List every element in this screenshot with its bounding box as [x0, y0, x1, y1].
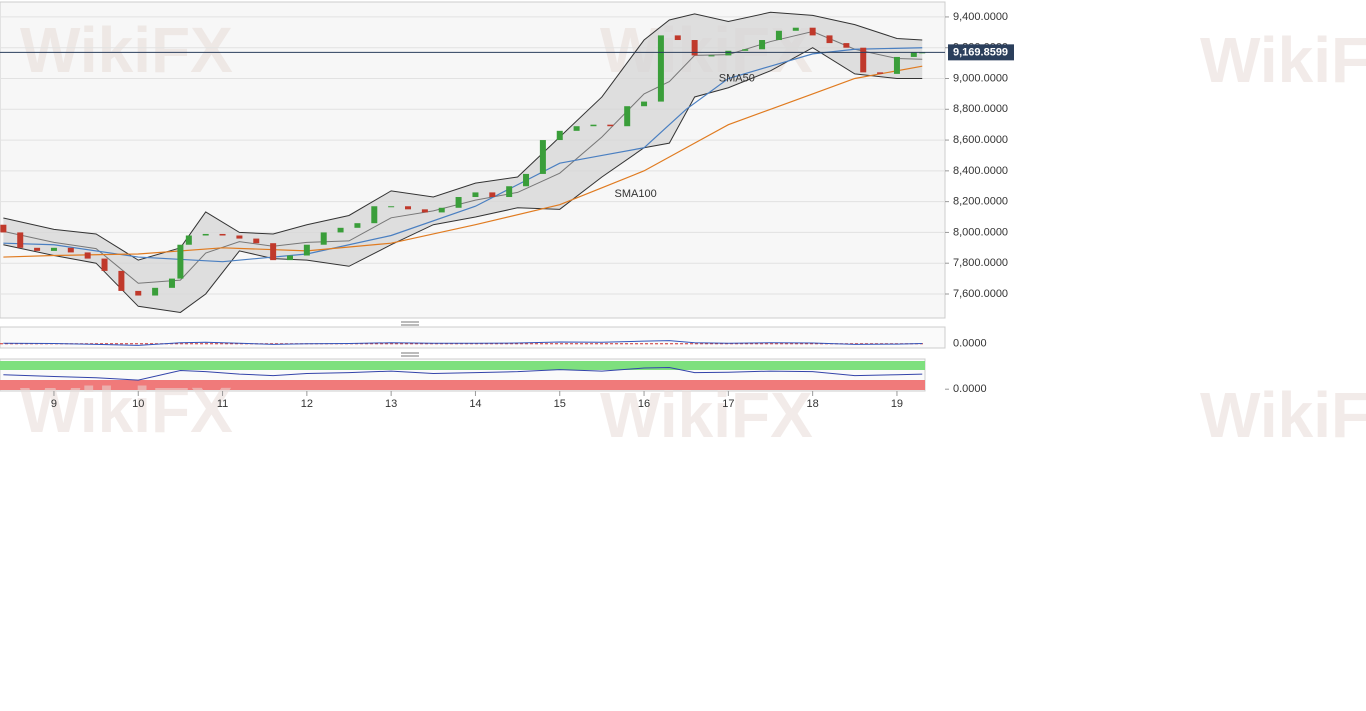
candle	[371, 206, 378, 224]
candle	[320, 232, 327, 245]
candle	[539, 140, 546, 174]
y-tick-label: 9,000.0000	[953, 72, 1008, 84]
osc-tick-label: 0.0000	[953, 383, 987, 395]
watermark: WikiFX	[20, 14, 233, 86]
candle	[860, 47, 867, 73]
candle	[826, 35, 833, 44]
x-tick-label: 16	[638, 398, 650, 410]
y-tick-label: 8,400.0000	[953, 165, 1008, 177]
watermark: WikiFX	[1200, 379, 1366, 451]
candle	[455, 197, 462, 208]
candle	[118, 270, 125, 291]
y-tick-label: 7,600.0000	[953, 288, 1008, 300]
y-tick-label: 8,200.0000	[953, 196, 1008, 208]
current-price-box	[948, 44, 1014, 61]
candle	[691, 40, 698, 56]
candle	[775, 30, 782, 41]
candle	[286, 255, 293, 261]
candle	[303, 244, 310, 256]
candle	[792, 27, 799, 31]
watermarks: WikiFX WikiFX WikiFX WikiFX WikiFX WikiF…	[20, 14, 1366, 451]
candle	[219, 233, 226, 236]
candle	[67, 247, 74, 253]
x-tick-label: 13	[385, 398, 397, 410]
band-middle	[3, 31, 923, 284]
candle	[337, 227, 344, 233]
candle	[607, 124, 614, 127]
candle	[877, 72, 884, 74]
candle	[590, 124, 597, 127]
watermark: WikiFX	[1200, 24, 1366, 96]
candle	[506, 186, 513, 198]
candle	[641, 101, 648, 107]
splitter[interactable]	[401, 321, 419, 326]
candle	[556, 130, 563, 141]
candle	[708, 55, 715, 57]
candle	[236, 235, 243, 239]
band-lower	[3, 47, 923, 313]
candle	[472, 192, 479, 198]
candle	[177, 244, 184, 279]
current-price-label: 9,169.8599	[953, 46, 1008, 58]
x-tick-label: 19	[891, 398, 903, 410]
candle	[50, 247, 57, 251]
candle	[135, 290, 142, 296]
candle	[573, 126, 580, 131]
candle	[270, 243, 277, 261]
y-tick-label: 8,800.0000	[953, 103, 1008, 115]
candle	[84, 252, 91, 259]
candle	[438, 207, 445, 213]
candle	[354, 223, 361, 228]
sma-label: SMA50	[719, 72, 755, 84]
candle	[202, 233, 209, 236]
candle	[910, 52, 917, 57]
candle	[489, 192, 496, 198]
candle	[624, 106, 631, 127]
candle	[405, 206, 412, 210]
candle	[893, 56, 900, 74]
candle	[725, 50, 732, 56]
x-tick-label: 9	[51, 398, 57, 410]
sma-label: SMA100	[615, 188, 657, 200]
candle	[168, 278, 175, 288]
candle	[421, 209, 428, 213]
candle	[0, 224, 7, 233]
y-tick-label: 7,800.0000	[953, 257, 1008, 269]
candle	[152, 287, 159, 296]
x-tick-label: 17	[722, 398, 734, 410]
x-tick-label: 12	[301, 398, 313, 410]
candle	[674, 35, 681, 41]
candle	[34, 247, 41, 251]
lower-zone	[0, 380, 925, 390]
watermark: WikiFX	[600, 379, 813, 451]
y-tick-label: 8,000.0000	[953, 226, 1008, 238]
band-area	[3, 12, 923, 313]
candle	[523, 173, 530, 187]
x-tick-label: 10	[132, 398, 144, 410]
x-tick-label: 14	[469, 398, 481, 410]
candle	[657, 35, 664, 102]
macd-line	[3, 340, 923, 346]
osc-line	[3, 366, 923, 381]
candle	[388, 206, 395, 208]
x-tick-label: 11	[217, 398, 228, 410]
watermark: WikiFX	[20, 374, 233, 446]
y-tick-label: 9,400.0000	[953, 11, 1008, 23]
candle	[101, 258, 108, 271]
candle	[185, 235, 192, 245]
candle	[742, 49, 749, 51]
candle	[843, 43, 850, 48]
y-tick-label: 8,600.0000	[953, 134, 1008, 146]
candle	[759, 40, 766, 50]
x-tick-label: 15	[554, 398, 566, 410]
candle	[253, 238, 260, 244]
candle	[17, 232, 24, 248]
upper-zone	[0, 361, 925, 370]
x-tick-label: 18	[807, 398, 819, 410]
splitter[interactable]	[401, 352, 419, 357]
candle	[809, 27, 816, 36]
macd-tick-label: 0.0000	[953, 338, 987, 350]
